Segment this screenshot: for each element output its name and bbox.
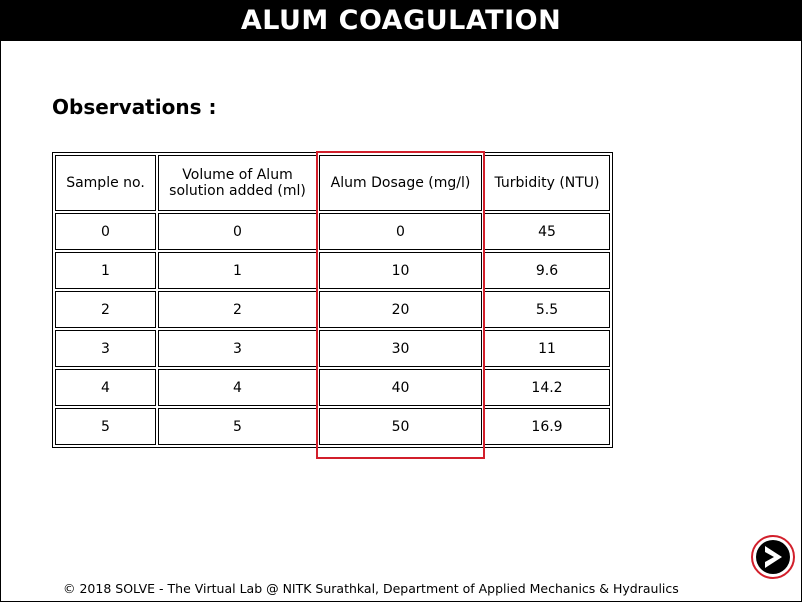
table-cell: 11 bbox=[484, 330, 610, 367]
table-cell: 5.5 bbox=[484, 291, 610, 328]
table-cell: 1 bbox=[55, 252, 156, 289]
table-cell: 0 bbox=[158, 213, 317, 250]
footer-copyright: © 2018 SOLVE - The Virtual Lab @ NITK Su… bbox=[63, 581, 679, 596]
column-header-volume: Volume of Alum solution added (ml) bbox=[158, 155, 317, 211]
table-cell: 5 bbox=[158, 408, 317, 445]
table-row: 3 3 30 11 bbox=[55, 330, 610, 367]
observations-table: Sample no. Volume of Alum solution added… bbox=[52, 152, 613, 448]
table-row: 5 5 50 16.9 bbox=[55, 408, 610, 445]
table-row: 2 2 20 5.5 bbox=[55, 291, 610, 328]
table-cell: 3 bbox=[55, 330, 156, 367]
column-header-sample-no: Sample no. bbox=[55, 155, 156, 211]
table-row: 1 1 10 9.6 bbox=[55, 252, 610, 289]
column-header-alum-dosage: Alum Dosage (mg/l) bbox=[319, 155, 482, 211]
table-header-row: Sample no. Volume of Alum solution added… bbox=[55, 155, 610, 211]
table-cell: 16.9 bbox=[484, 408, 610, 445]
table-row: 0 0 0 45 bbox=[55, 213, 610, 250]
table-cell: 30 bbox=[319, 330, 482, 367]
table-cell: 1 bbox=[158, 252, 317, 289]
table-cell: 9.6 bbox=[484, 252, 610, 289]
table-cell: 50 bbox=[319, 408, 482, 445]
table-row: 4 4 40 14.2 bbox=[55, 369, 610, 406]
table-cell: 4 bbox=[158, 369, 317, 406]
table-cell: 0 bbox=[319, 213, 482, 250]
table-cell: 2 bbox=[158, 291, 317, 328]
next-arrow-icon bbox=[751, 535, 795, 579]
next-button[interactable] bbox=[751, 535, 795, 579]
table-cell: 40 bbox=[319, 369, 482, 406]
table-cell: 20 bbox=[319, 291, 482, 328]
column-header-turbidity: Turbidity (NTU) bbox=[484, 155, 610, 211]
page-title: ALUM COAGULATION bbox=[1, 1, 801, 41]
table-cell: 5 bbox=[55, 408, 156, 445]
table-cell: 45 bbox=[484, 213, 610, 250]
table-cell: 14.2 bbox=[484, 369, 610, 406]
observations-heading: Observations : bbox=[52, 95, 217, 119]
table-cell: 10 bbox=[319, 252, 482, 289]
table-cell: 3 bbox=[158, 330, 317, 367]
table-cell: 4 bbox=[55, 369, 156, 406]
table-cell: 2 bbox=[55, 291, 156, 328]
table-cell: 0 bbox=[55, 213, 156, 250]
